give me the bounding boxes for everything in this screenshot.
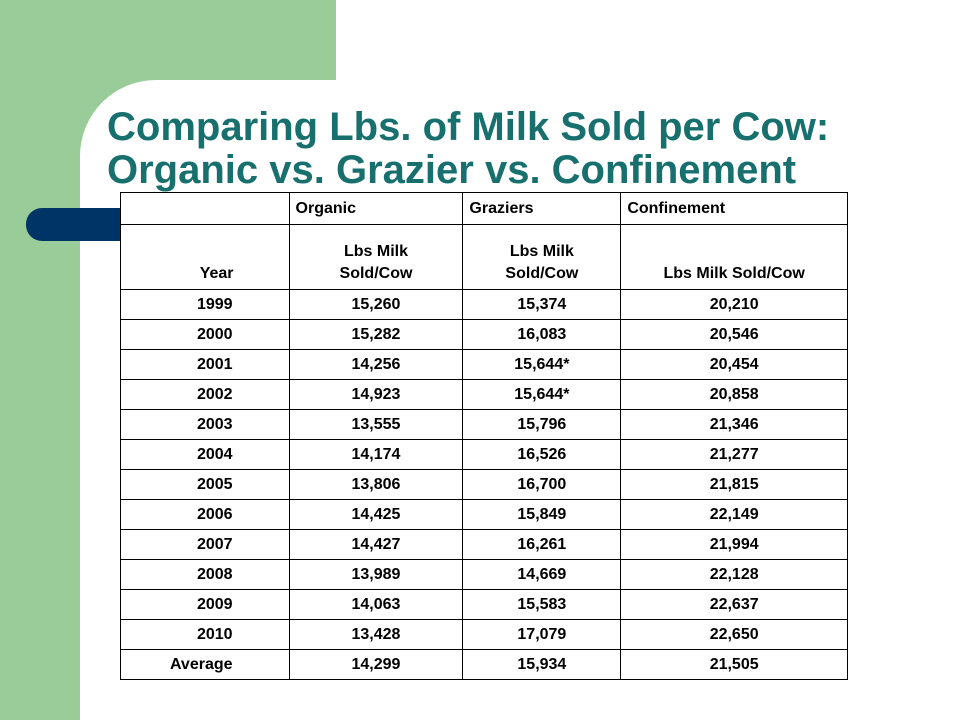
slide-title-line2: Organic vs. Grazier vs. Confinement (107, 148, 797, 192)
table-cell-graziers: 16,261 (462, 529, 622, 560)
table-row: 2010 13,428 17,079 22,650 (120, 619, 848, 650)
slide-title: Comparing Lbs. of Milk Sold per Cow: Org… (107, 106, 937, 192)
table-cell-graziers: 14,669 (462, 559, 622, 590)
table-cell-year: 2003 (120, 409, 290, 440)
header-cell-confinement: Confinement (620, 192, 848, 225)
table-cell-confinement: 20,210 (620, 289, 848, 320)
table-row: 2009 14,063 15,583 22,637 (120, 589, 848, 620)
table-cell-graziers: 15,374 (462, 289, 622, 320)
header-cell-organic-units: Lbs Milk Sold/Cow (288, 224, 464, 290)
table-cell-year: 2001 (120, 349, 290, 380)
table-cell-year: 2007 (120, 529, 290, 560)
table-cell-year: 2005 (120, 469, 290, 500)
table-cell-confinement: 20,858 (620, 379, 848, 410)
table-row: 2004 14,174 16,526 21,277 (120, 439, 848, 470)
table-cell-graziers: 16,700 (462, 469, 622, 500)
table-cell-year: 2006 (120, 499, 290, 530)
table-cell-organic: 14,256 (288, 349, 464, 380)
header-cell-graziers-units: Lbs Milk Sold/Cow (462, 224, 622, 290)
table-cell-graziers: 16,526 (462, 439, 622, 470)
header-cell-confinement-units: Lbs Milk Sold/Cow (620, 224, 848, 290)
table-cell-graziers: 17,079 (462, 619, 622, 650)
table-cell-confinement: 21,505 (620, 649, 848, 680)
table-cell-graziers: 15,644* (462, 349, 622, 380)
table-cell-confinement: 22,650 (620, 619, 848, 650)
table-row: 2000 15,282 16,083 20,546 (120, 319, 848, 350)
table-cell-confinement: 20,454 (620, 349, 848, 380)
table-cell-organic: 14,427 (288, 529, 464, 560)
table-cell-organic: 14,299 (288, 649, 464, 680)
table-cell-year: 2010 (120, 619, 290, 650)
table-row: 2001 14,256 15,644* 20,454 (120, 349, 848, 380)
table-cell-organic: 14,063 (288, 589, 464, 620)
table-cell-year: 2008 (120, 559, 290, 590)
table-row: 2007 14,427 16,261 21,994 (120, 529, 848, 560)
table-row: 2008 13,989 14,669 22,128 (120, 559, 848, 590)
header-cell-graziers: Graziers (462, 192, 622, 225)
table-row: Average 14,299 15,934 21,505 (120, 649, 848, 680)
table-cell-confinement: 22,149 (620, 499, 848, 530)
header-cell-year: Year (120, 224, 290, 290)
table-cell-year: 2002 (120, 379, 290, 410)
table-group-header-row: Organic Graziers Confinement (120, 192, 848, 225)
table-cell-confinement: 20,546 (620, 319, 848, 350)
table-cell-confinement: 21,277 (620, 439, 848, 470)
table-cell-organic: 15,260 (288, 289, 464, 320)
table-cell-year: 2004 (120, 439, 290, 470)
table-cell-year: Average (120, 649, 290, 680)
table-cell-graziers: 15,934 (462, 649, 622, 680)
header-cell-empty (120, 192, 290, 225)
table-cell-confinement: 21,994 (620, 529, 848, 560)
table-cell-graziers: 15,849 (462, 499, 622, 530)
table-cell-confinement: 22,128 (620, 559, 848, 590)
milk-sold-table: Organic Graziers Confinement Year Lbs Mi… (120, 192, 848, 680)
table-row: 2005 13,806 16,700 21,815 (120, 469, 848, 500)
table-cell-organic: 15,282 (288, 319, 464, 350)
table-cell-organic: 14,425 (288, 499, 464, 530)
table-cell-organic: 13,428 (288, 619, 464, 650)
table-unit-header-row: Year Lbs Milk Sold/Cow Lbs Milk Sold/Cow… (120, 224, 848, 290)
table-cell-organic: 13,989 (288, 559, 464, 590)
table-cell-confinement: 21,815 (620, 469, 848, 500)
table-cell-organic: 13,555 (288, 409, 464, 440)
table-cell-graziers: 15,644* (462, 379, 622, 410)
table-cell-organic: 14,174 (288, 439, 464, 470)
table-cell-year: 2000 (120, 319, 290, 350)
table-cell-organic: 14,923 (288, 379, 464, 410)
table-cell-graziers: 15,583 (462, 589, 622, 620)
header-cell-organic: Organic (288, 192, 464, 225)
table-cell-confinement: 21,346 (620, 409, 848, 440)
table-row: 1999 15,260 15,374 20,210 (120, 289, 848, 320)
table-cell-graziers: 15,796 (462, 409, 622, 440)
table-cell-organic: 13,806 (288, 469, 464, 500)
table-row: 2006 14,425 15,849 22,149 (120, 499, 848, 530)
table-row: 2002 14,923 15,644* 20,858 (120, 379, 848, 410)
table-cell-graziers: 16,083 (462, 319, 622, 350)
table-cell-year: 1999 (120, 289, 290, 320)
table-cell-confinement: 22,637 (620, 589, 848, 620)
slide-title-line1: Comparing Lbs. of Milk Sold per Cow: (107, 105, 830, 149)
table-row: 2003 13,555 15,796 21,346 (120, 409, 848, 440)
table-cell-year: 2009 (120, 589, 290, 620)
